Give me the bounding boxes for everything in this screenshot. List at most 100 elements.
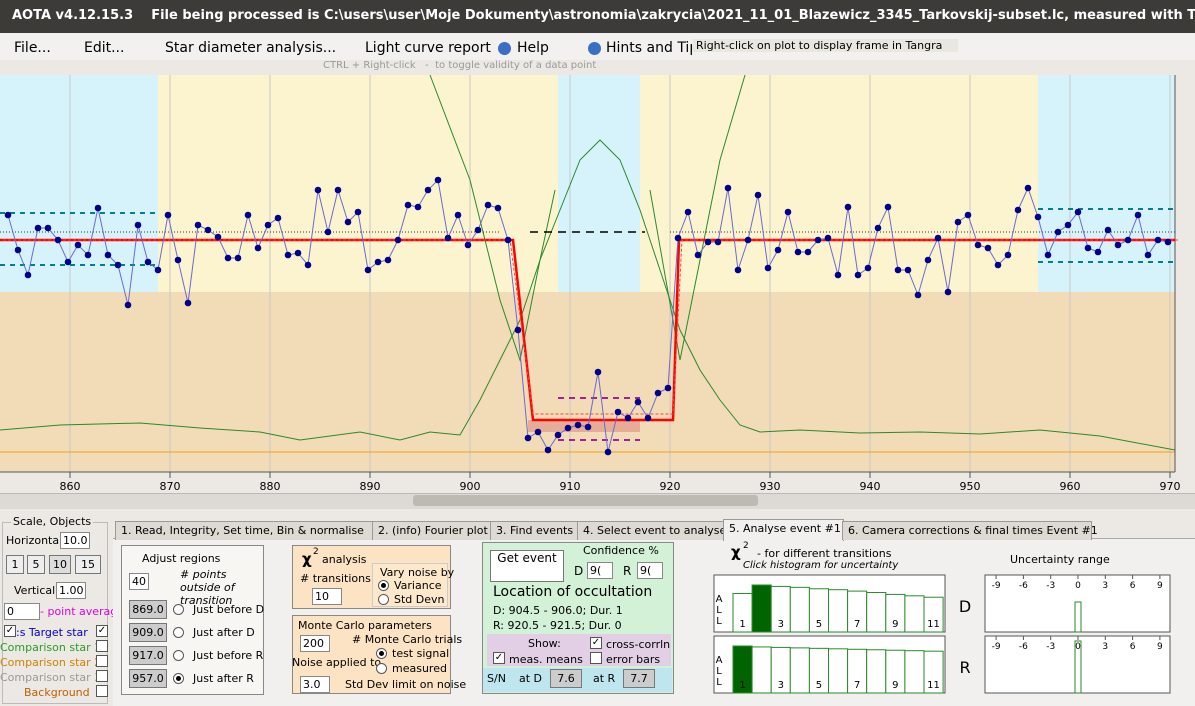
- data-point[interactable]: [204, 226, 212, 234]
- data-point[interactable]: [504, 236, 512, 244]
- data-point[interactable]: [244, 211, 252, 219]
- histogram-bar[interactable]: [923, 650, 944, 694]
- data-point[interactable]: [464, 241, 472, 249]
- data-point[interactable]: [1074, 208, 1082, 216]
- radio[interactable]: [376, 648, 387, 659]
- data-point[interactable]: [294, 249, 302, 257]
- checkbox[interactable]: ✓: [96, 625, 108, 637]
- data-point[interactable]: [1164, 238, 1172, 246]
- data-point[interactable]: [1054, 228, 1062, 236]
- scroll-thumb[interactable]: [413, 495, 758, 506]
- light-curve-plot[interactable]: 860 870 880 890 900 910 920 930 940 950 960 970: [0, 60, 1180, 493]
- data-point[interactable]: [174, 256, 182, 264]
- data-point[interactable]: [94, 204, 102, 212]
- data-point[interactable]: [794, 248, 802, 256]
- data-point[interactable]: [614, 408, 622, 416]
- data-point[interactable]: [424, 186, 432, 194]
- data-point[interactable]: [624, 414, 632, 422]
- data-point[interactable]: [584, 423, 592, 431]
- confidence-d[interactable]: 9(: [587, 562, 613, 579]
- data-point[interactable]: [864, 264, 872, 272]
- data-point[interactable]: [894, 266, 902, 274]
- data-point[interactable]: [834, 271, 842, 279]
- data-point[interactable]: [594, 368, 602, 376]
- data-point[interactable]: [164, 211, 172, 219]
- checkbox[interactable]: [590, 652, 602, 664]
- data-point[interactable]: [884, 203, 892, 211]
- histogram-bar[interactable]: [751, 646, 772, 694]
- menu-item[interactable]: Star diameter analysis...: [165, 40, 337, 56]
- data-point[interactable]: [304, 261, 312, 269]
- scale-button[interactable]: 15: [75, 555, 101, 574]
- histogram-bar[interactable]: [828, 648, 849, 694]
- data-point[interactable]: [734, 266, 742, 274]
- data-point[interactable]: [124, 301, 132, 309]
- radio[interactable]: [376, 663, 387, 674]
- data-point[interactable]: [714, 238, 722, 246]
- data-point[interactable]: [1044, 251, 1052, 259]
- data-point[interactable]: [194, 221, 202, 229]
- data-point[interactable]: [354, 208, 362, 216]
- data-point[interactable]: [764, 264, 772, 272]
- data-point[interactable]: [784, 208, 792, 216]
- data-point[interactable]: [854, 271, 862, 279]
- data-point[interactable]: [24, 271, 32, 279]
- data-point[interactable]: [454, 211, 462, 219]
- radio[interactable]: [173, 673, 184, 684]
- histogram-bar[interactable]: [751, 584, 772, 633]
- data-point[interactable]: [474, 226, 482, 234]
- radio[interactable]: [173, 627, 184, 638]
- data-point[interactable]: [414, 203, 422, 211]
- data-point[interactable]: [264, 221, 272, 229]
- scale-button[interactable]: 5: [27, 555, 45, 574]
- tab[interactable]: 5. Analyse event #1: [723, 519, 844, 541]
- menu-item[interactable]: Light curve report: [365, 40, 491, 56]
- data-point[interactable]: [1014, 206, 1022, 214]
- vertical-input[interactable]: 1.00: [56, 582, 86, 599]
- data-point[interactable]: [844, 203, 852, 211]
- data-point[interactable]: [234, 254, 242, 262]
- menu-item[interactable]: Hints and Tip: [606, 40, 699, 56]
- data-point[interactable]: [154, 266, 162, 274]
- data-point[interactable]: [364, 266, 372, 274]
- histogram-bar[interactable]: [789, 647, 810, 694]
- data-point[interactable]: [534, 428, 542, 436]
- data-point[interactable]: [1134, 211, 1142, 219]
- data-point[interactable]: [144, 258, 152, 266]
- checkbox[interactable]: ✓: [493, 652, 505, 664]
- checkbox[interactable]: [96, 670, 108, 682]
- data-point[interactable]: [334, 186, 342, 194]
- data-point[interactable]: [574, 421, 582, 429]
- menu-item[interactable]: Help: [517, 40, 549, 56]
- data-point[interactable]: [1104, 226, 1112, 234]
- data-point[interactable]: [1124, 236, 1132, 244]
- data-point[interactable]: [954, 218, 962, 226]
- confidence-r[interactable]: 9(: [637, 562, 663, 579]
- average-input[interactable]: 0: [4, 603, 40, 620]
- radio[interactable]: [173, 650, 184, 661]
- menu-item[interactable]: Edit...: [84, 40, 125, 56]
- data-point[interactable]: [924, 256, 932, 264]
- data-point[interactable]: [1114, 241, 1122, 249]
- data-point[interactable]: [904, 266, 912, 274]
- data-point[interactable]: [314, 186, 322, 194]
- tab[interactable]: 4. Select event to analyse: [577, 521, 726, 540]
- data-point[interactable]: [284, 251, 292, 259]
- data-point[interactable]: [634, 398, 642, 406]
- get-event-button[interactable]: Get event: [490, 550, 564, 582]
- tab[interactable]: 2. (info) Fourier plot: [372, 521, 492, 540]
- points-input[interactable]: 40: [129, 573, 149, 590]
- checkbox[interactable]: ✓: [4, 625, 16, 637]
- data-point[interactable]: [994, 261, 1002, 269]
- data-point[interactable]: [64, 258, 72, 266]
- data-point[interactable]: [34, 224, 42, 232]
- data-point[interactable]: [1034, 213, 1042, 221]
- data-point[interactable]: [814, 236, 822, 244]
- data-point[interactable]: [604, 448, 612, 456]
- data-point[interactable]: [694, 251, 702, 259]
- data-point[interactable]: [4, 211, 12, 219]
- limit-input[interactable]: 3.0: [300, 676, 330, 693]
- data-point[interactable]: [944, 288, 952, 296]
- transitions-input[interactable]: 10: [312, 588, 342, 605]
